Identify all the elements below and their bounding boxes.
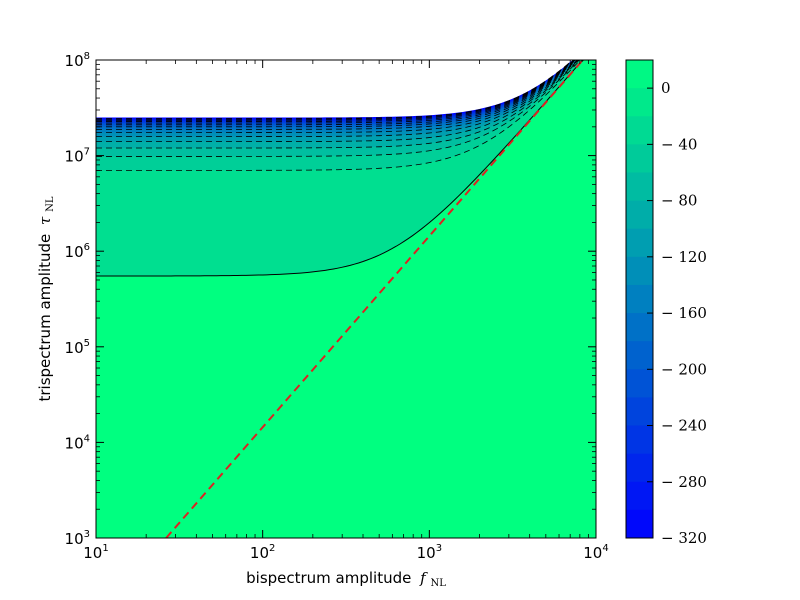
colorbar-segment: [626, 256, 653, 286]
colorbar-tick-label: − 240: [661, 417, 707, 435]
solid-contour-line: [96, 60, 596, 277]
contour-bands: [96, 60, 596, 538]
colorbar-tick-label: 0: [661, 79, 671, 97]
x-tick-label: 102: [250, 543, 275, 562]
contour-lines: [96, 60, 596, 277]
dashed-contour-line: [96, 60, 596, 143]
y-tick-base: 10: [65, 243, 84, 261]
dashed-contour-line: [96, 60, 596, 149]
x-tick-exponent: 1: [102, 543, 108, 554]
dashed-contour-line: [96, 60, 596, 128]
dashed-contour-line: [96, 60, 596, 157]
y-tick-label: 103: [65, 529, 90, 548]
dashed-contour-line: [96, 60, 596, 171]
colorbar-segment: [626, 481, 653, 511]
colorbar-segment: [626, 313, 653, 342]
dashed-contour-line: [96, 60, 596, 122]
colorbar-segment: [626, 200, 653, 230]
y-tick-exponent: 5: [84, 338, 90, 349]
y-axis-label-text: trispectrum amplitude: [36, 234, 54, 402]
colorbar-segment: [626, 60, 653, 89]
y-tick-label: 107: [65, 147, 90, 166]
colorbar-segment: [626, 341, 653, 370]
x-axis-label-text: bispectrum amplitude: [246, 569, 411, 587]
y-tick-exponent: 8: [84, 51, 90, 62]
colorbar: 0 − 40 − 80 − 120 − 160 − 200 − 240 − 280 − 320: [625, 59, 707, 547]
x-tick-exponent: 3: [436, 543, 442, 554]
dashed-contour-line: [96, 60, 596, 138]
y-axis-label: trispectrum amplitude τ NL: [36, 196, 56, 401]
colorbar-frame: [625, 59, 654, 539]
dashed-contour-line: [96, 60, 596, 121]
colorbar-tick-label: − 280: [661, 473, 707, 491]
colorbar-segment: [626, 284, 653, 314]
colorbar-tick-label: − 40: [661, 135, 697, 153]
y-axis-symbol: τ: [36, 216, 54, 225]
y-tick-label: 106: [65, 242, 90, 261]
colorbar-tick-label: − 80: [661, 192, 697, 210]
colorbar-segment: [626, 453, 653, 483]
dashed-contour-line: [96, 60, 596, 120]
x-tick-exponent: 2: [269, 543, 275, 554]
colorbar-segment: [626, 144, 653, 173]
x-axis-symbol: f: [419, 569, 428, 587]
reference-line: [165, 60, 584, 538]
x-axis-symbol-subscript: NL: [430, 578, 446, 589]
x-tick-exponent: 4: [602, 543, 608, 554]
y-tick-base: 10: [65, 52, 84, 70]
y-tick-exponent: 3: [84, 529, 90, 540]
colorbar-segment: [626, 509, 653, 539]
colorbar-tick-label: − 200: [661, 360, 707, 378]
x-axis-label: bispectrum amplitude f NL: [246, 569, 446, 589]
y-tick-exponent: 7: [84, 147, 90, 158]
x-tick-base: 10: [583, 544, 602, 562]
x-axis: 101 102 103 104: [83, 60, 609, 562]
colorbar-segment: [626, 172, 653, 202]
x-tick-label: 101: [83, 543, 108, 562]
colorbar-tick-label: − 120: [661, 248, 707, 266]
colorbar-tick-label: − 160: [661, 304, 707, 322]
y-tick-base: 10: [65, 434, 84, 452]
colorbar-segment: [626, 228, 653, 258]
plot-frame: [95, 59, 597, 539]
dashed-contour-line: [96, 60, 596, 133]
dashed-contour-line: [96, 60, 596, 119]
dashed-contour-line: [96, 60, 596, 130]
dashed-contour-line: [96, 60, 596, 126]
contour-band: [96, 60, 596, 538]
colorbar-segment: [626, 369, 653, 398]
x-tick-base: 10: [250, 544, 269, 562]
colorbar-tick-label: − 320: [661, 529, 707, 547]
y-tick-base: 10: [65, 339, 84, 357]
y-axis-symbol-subscript: NL: [45, 196, 56, 212]
y-tick-label: 108: [65, 51, 90, 70]
x-tick-label: 104: [583, 543, 608, 562]
y-tick-label: 105: [65, 338, 90, 357]
y-tick-label: 104: [65, 433, 90, 452]
x-tick-base: 10: [83, 544, 102, 562]
colorbar-segment: [626, 397, 653, 427]
y-tick-base: 10: [65, 530, 84, 548]
plot-area: [96, 60, 596, 538]
colorbar-segment: [626, 88, 653, 117]
colorbar-segment: [626, 425, 653, 455]
dashed-contour-line: [96, 60, 596, 124]
y-tick-base: 10: [65, 148, 84, 166]
x-tick-base: 10: [417, 544, 436, 562]
colorbar-segment: [626, 116, 653, 145]
x-tick-label: 103: [417, 543, 442, 562]
y-tick-exponent: 6: [84, 242, 90, 253]
y-tick-exponent: 4: [84, 433, 90, 444]
